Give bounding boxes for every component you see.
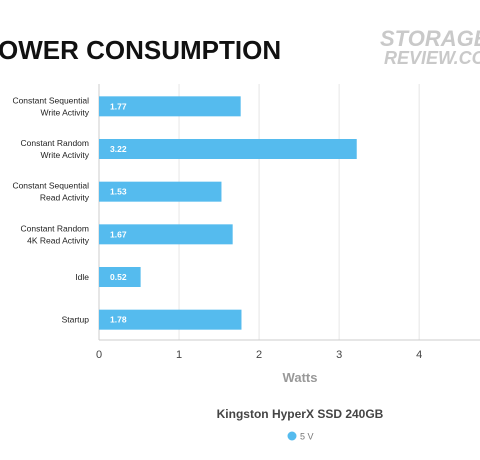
x-tick-label: 4: [416, 349, 422, 361]
bar: [99, 96, 241, 117]
x-tick-label: 3: [336, 349, 342, 361]
chart-subtitle: Kingston HyperX SSD 240GB: [217, 407, 384, 421]
logo-line-2: REVIEW.COM: [384, 48, 480, 68]
gridlines: [98, 84, 480, 341]
bar: [99, 224, 233, 245]
legend: 5 V: [287, 431, 314, 442]
bar: [99, 139, 357, 159]
category-label: Constant Random 4K Read Activity: [20, 223, 89, 245]
category-label: Constant Random Write Activity: [20, 138, 89, 160]
category-label: Startup: [62, 315, 90, 325]
bar: [99, 181, 222, 202]
legend-label: 5 V: [300, 432, 314, 442]
x-tick-label: 2: [256, 349, 262, 361]
bar: [99, 309, 242, 330]
x-tick-label: 0: [96, 349, 102, 361]
x-axis-label: Watts: [283, 370, 318, 385]
logo-line-1: STORAGE: [380, 26, 480, 51]
bar-series: 1.77 3.22 1.53 1.67 0.52 1.78: [99, 96, 357, 330]
bar-value-label: 1.77: [110, 101, 127, 111]
category-label: Constant Sequential Write Activity: [12, 95, 89, 117]
legend-swatch: [287, 431, 297, 441]
bar-value-label: 3.22: [110, 144, 127, 154]
bar-value-label: 1.67: [110, 229, 127, 239]
category-label: Idle: [75, 272, 89, 282]
category-labels: Constant Sequential Write Activity Constan…: [12, 95, 89, 324]
storagereview-logo: STORAGE REVIEW.COM: [380, 26, 480, 68]
x-tick-labels: 0 1 2 3 4: [96, 349, 422, 361]
x-tick-label: 1: [176, 349, 182, 361]
category-label: Constant Sequential Read Activity: [12, 181, 89, 203]
bar-value-label: 0.52: [110, 272, 127, 282]
bar-value-label: 1.78: [110, 315, 127, 325]
bar: [99, 267, 141, 287]
chart-title: OWER CONSUMPTION: [0, 35, 281, 65]
bar-value-label: 1.53: [110, 187, 127, 197]
